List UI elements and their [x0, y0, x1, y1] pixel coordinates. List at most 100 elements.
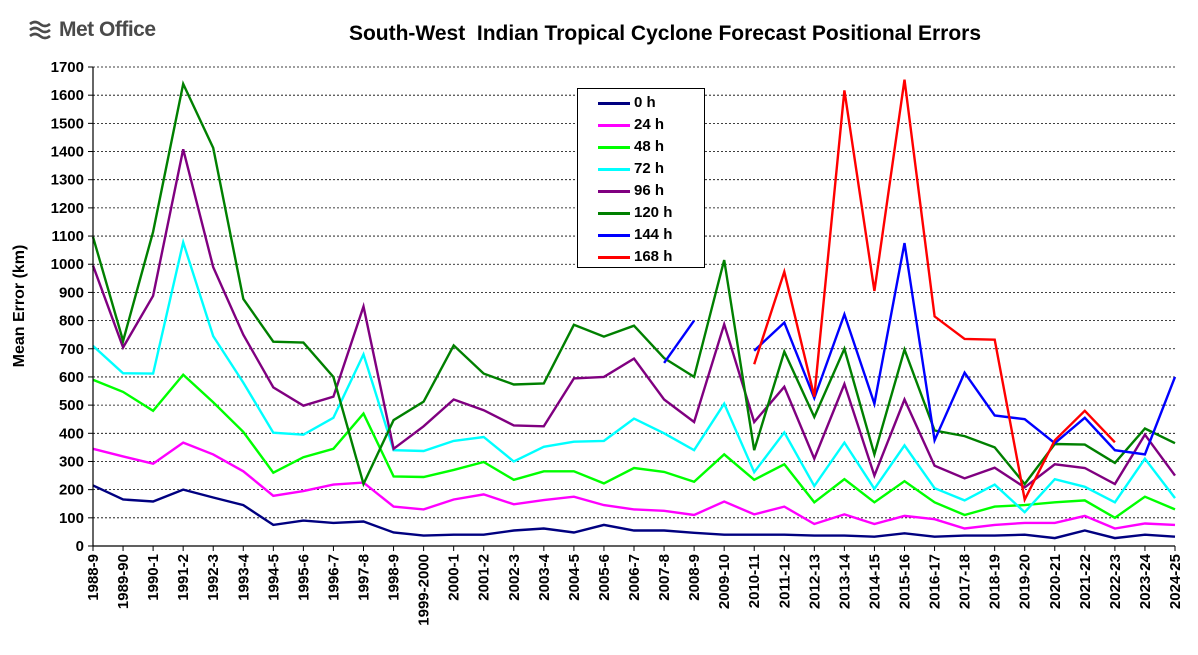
met-office-logo: Met Office [28, 18, 156, 42]
legend-label: 48 h [634, 138, 665, 155]
x-tick-label: 2022-23 [1107, 554, 1124, 609]
y-tick-label: 0 [76, 538, 84, 555]
x-tick-label: 2011-12 [776, 554, 793, 608]
legend-swatch [598, 234, 630, 237]
legend-label: 120 h [634, 204, 673, 221]
legend-swatch [598, 102, 630, 105]
x-tick-label: 2004-5 [566, 554, 583, 601]
series-line [753, 242, 1177, 456]
series-72h [92, 237, 1176, 514]
x-tick-label: 1988-9 [85, 554, 102, 601]
y-tick-label: 100 [59, 510, 84, 527]
y-tick-label: 200 [59, 482, 84, 499]
x-tick-label: 1995-6 [295, 554, 312, 601]
series-24h [92, 441, 1176, 530]
x-tick-label: 2010-11 [746, 554, 763, 608]
series-144h [663, 242, 1177, 456]
legend-label: 168 h [634, 248, 673, 265]
x-tick-label: 2000-1 [446, 554, 463, 601]
series-120h [91, 80, 1176, 488]
x-tick-label: 1999-2000 [416, 554, 433, 626]
legend-item: 96 h [578, 180, 706, 202]
x-tick-label: 2003-4 [536, 553, 553, 600]
legend-item: 0 h [578, 92, 706, 114]
x-tick-labels: 1988-9 1989-90 1990-1 1991-2 1992-3 1993-4 199… [85, 553, 1184, 625]
y-tick-label: 1300 [51, 172, 84, 189]
legend-label: 24 h [634, 116, 665, 133]
y-tick-label: 1400 [51, 144, 84, 161]
met-office-logo-text: Met Office [59, 18, 156, 41]
y-tick-label: 600 [59, 369, 84, 386]
x-tick-label: 2023-24 [1137, 553, 1154, 609]
x-tick-label: 1993-4 [235, 553, 252, 600]
legend-item: 168 h [578, 246, 706, 268]
x-tick-label: 2016-17 [927, 554, 944, 609]
x-tick-label: 2006-7 [626, 554, 643, 601]
x-tick-label: 2014-15 [866, 554, 883, 609]
series-line [753, 79, 1116, 504]
y-tick-label: 500 [59, 397, 84, 414]
y-axis-label: Mean Error (km) [11, 245, 28, 368]
series-line [92, 372, 1176, 520]
y-tick-label: 700 [59, 341, 84, 358]
x-tick-label: 1996-7 [325, 554, 342, 601]
x-tick-label: 1992-3 [205, 554, 222, 601]
x-tick-label: 1998-9 [386, 554, 403, 601]
legend-item: 120 h [578, 202, 706, 224]
y-tick-label: 1200 [51, 200, 84, 217]
x-tick-label: 1994-5 [265, 554, 282, 601]
legend-swatch [598, 190, 630, 193]
series-line [91, 80, 1176, 488]
series-line [91, 149, 1176, 489]
y-tick-label: 1100 [51, 228, 84, 245]
legend-label: 144 h [634, 226, 673, 243]
legend-label: 72 h [634, 160, 665, 177]
y-tick-label: 1000 [51, 256, 84, 273]
y-tick-label: 900 [59, 284, 84, 301]
y-tick-label: 1700 [51, 59, 84, 76]
x-tick-label: 1990-1 [145, 554, 162, 601]
x-tick-label: 2024-25 [1167, 554, 1184, 609]
legend: 0 h 24 h 48 h 72 h 96 h 120 h 144 h 168 h [577, 88, 705, 268]
series-lines [91, 79, 1177, 540]
x-tick-label: 1997-8 [356, 554, 373, 601]
x-tick-label: 2013-14 [836, 553, 853, 609]
series-line [92, 237, 1176, 514]
legend-item: 24 h [578, 114, 706, 136]
x-tick-label: 2002-3 [506, 554, 523, 601]
legend-label: 96 h [634, 182, 665, 199]
y-tick-label: 300 [59, 453, 84, 470]
x-tick-label: 2015-16 [897, 554, 914, 609]
x-tick-label: 2007-8 [656, 554, 673, 601]
x-tick-label: 2017-18 [957, 554, 974, 609]
met-office-logo-icon [29, 20, 51, 40]
x-tick-label: 1989-90 [115, 554, 132, 609]
legend-item: 48 h [578, 136, 706, 158]
x-tick-label: 2018-19 [987, 554, 1004, 609]
x-tick-label: 2019-20 [1017, 554, 1034, 609]
x-tick-label: 2012-13 [806, 554, 823, 609]
legend-swatch [598, 256, 630, 259]
y-tick-label: 400 [59, 425, 84, 442]
series-line [663, 319, 696, 364]
legend-item: 144 h [578, 224, 706, 246]
legend-swatch [598, 168, 630, 171]
x-tick-label: 2005-6 [596, 554, 613, 601]
legend-swatch [598, 212, 630, 215]
x-tick-label: 2009-10 [716, 554, 733, 609]
x-tick-label: 2020-21 [1047, 554, 1064, 609]
axes [88, 66, 1176, 551]
legend-item: 72 h [578, 158, 706, 180]
y-tick-label: 800 [59, 313, 84, 330]
legend-swatch [598, 146, 630, 149]
series-48h [92, 372, 1176, 520]
y-tick-labels: 0 100 200 300 400 500 600 700 800 900 1000 1100 1200… [51, 59, 84, 555]
series-168h [753, 79, 1116, 504]
y-tick-label: 1500 [51, 115, 84, 132]
series-line [92, 484, 1176, 540]
y-tick-label: 1600 [51, 87, 84, 104]
series-0h [92, 484, 1176, 540]
series-line [92, 441, 1176, 530]
legend-label: 0 h [634, 94, 656, 111]
legend-swatch [598, 124, 630, 127]
